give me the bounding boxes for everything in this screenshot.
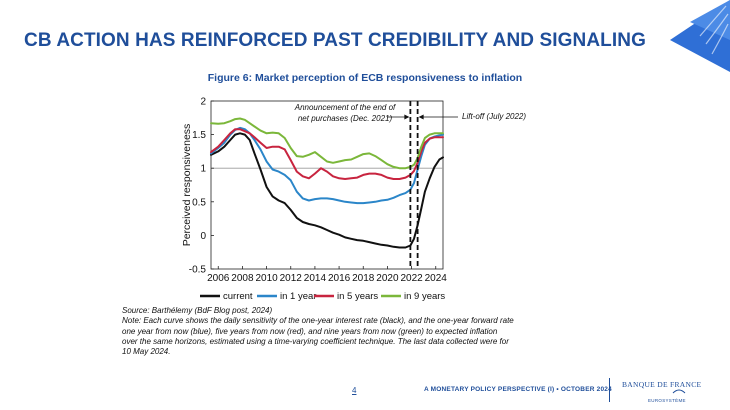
slide-title: CB ACTION HAS REINFORCED PAST CREDIBILIT… (24, 30, 646, 51)
x-tick-label: 2012 (280, 273, 303, 284)
y-tick-label: 2 (200, 97, 206, 108)
source-note: Source: Barthélemy (BdF Blog post, 2024)… (122, 306, 642, 357)
page-number-link[interactable]: 4 (352, 386, 357, 395)
legend-label-in-5-years: in 5 years (337, 291, 378, 302)
y-tick-label: 0 (200, 231, 206, 242)
line-chart: -0.5 0 0.5 1 1.5 2 2006 2008 2010 2012 2014 2016 201… (181, 97, 526, 303)
legend-label-current: current (223, 291, 253, 302)
note-line-2: one year from now (blue), five years fro… (122, 326, 498, 336)
footer-divider (609, 378, 610, 402)
x-tick-label: 2020 (376, 273, 399, 284)
y-axis-label: Perceived responsiveness (181, 124, 193, 247)
x-tick-label: 2008 (231, 273, 254, 284)
footer-text: A MONETARY POLICY PERSPECTIVE (I) • OCTO… (424, 386, 612, 393)
eurosysteme-text: EUROSYSTÈME (648, 398, 686, 403)
y-tick-label: 1.5 (192, 130, 206, 141)
x-tick-label: 2022 (400, 273, 423, 284)
x-tick-label: 2024 (425, 273, 448, 284)
annotation-announcement-line2: net purchases (Dec. 2021) (298, 114, 393, 123)
legend-label-in-9-years: in 9 years (404, 291, 445, 302)
arrowhead-announcement (404, 114, 410, 120)
banque-de-france-emblem-icon (672, 389, 686, 394)
y-tick-label: -0.5 (189, 265, 207, 276)
x-tick-label: 2006 (207, 273, 230, 284)
figure-title: Figure 6: Market perception of ECB respo… (207, 72, 523, 84)
x-tick-label: 2018 (352, 273, 375, 284)
banque-de-france-logo-text: BANQUE DE FRANCE (622, 380, 702, 389)
x-tick-label: 2010 (255, 273, 278, 284)
annotation-announcement-line1: Announcement of the end of (294, 103, 396, 112)
series-line-in-1-year (210, 126, 444, 205)
legend-label-in-1-year: in 1 year (280, 291, 316, 302)
series-line-current (210, 132, 444, 249)
arrowhead-liftoff (418, 114, 424, 120)
series-line-in-9-years (210, 117, 444, 170)
note-line-1: Note: Each curve shows the daily sensiti… (122, 316, 514, 326)
corner-logo-icon (670, 0, 730, 72)
x-tick-label: 2014 (304, 273, 327, 284)
source-line-1: Source: Barthélemy (BdF Blog post, 2024) (122, 306, 273, 315)
x-tick-label: 2016 (328, 273, 351, 284)
plot-area-frame (210, 100, 444, 270)
y-tick-label: 0.5 (192, 197, 206, 208)
note-line-4: 10 May 2024. (122, 347, 171, 357)
y-tick-label: 1 (200, 164, 206, 175)
series-line-in-5-years (210, 128, 444, 180)
note-line-3: over the same horizons, estimated using … (122, 336, 509, 346)
annotation-liftoff: Lift-off (July 2022) (462, 112, 526, 121)
